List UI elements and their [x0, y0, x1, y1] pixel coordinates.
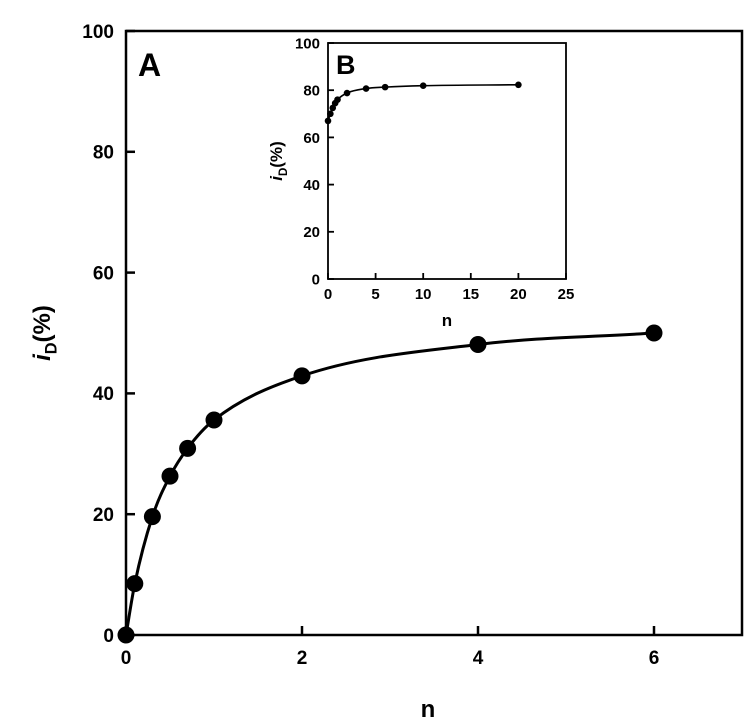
x-tick-label: 0: [324, 286, 332, 303]
data-point: [645, 324, 663, 342]
x-tick-label: 5: [371, 286, 379, 303]
y-tick-label: 60: [303, 130, 320, 147]
data-point: [205, 411, 223, 429]
x-tick-label: 25: [558, 286, 575, 303]
data-point: [381, 83, 389, 91]
y-axis-label-unit: (%): [267, 141, 286, 167]
data-point: [126, 575, 144, 593]
data-point: [161, 467, 179, 485]
data-point: [362, 85, 370, 92]
y-axis-label-subscript: D: [43, 342, 61, 354]
data-point: [293, 367, 311, 385]
y-tick-label: 0: [103, 626, 114, 647]
y-axis-label-subscript: D: [278, 168, 290, 176]
x-tick-label: 4: [473, 648, 484, 669]
panel-letter: B: [336, 50, 356, 80]
y-axis-label-symbol: i: [267, 175, 286, 181]
data-point: [143, 508, 161, 526]
y-axis-label-unit: (%): [29, 305, 56, 342]
y-tick-label: 100: [295, 35, 320, 52]
data-point: [469, 335, 487, 353]
y-axis-label-symbol: i: [29, 353, 56, 361]
x-tick-label: 20: [510, 286, 527, 303]
y-tick-label: 20: [303, 224, 320, 241]
y-tick-label: 100: [82, 22, 114, 43]
data-point: [327, 110, 334, 118]
y-tick-label: 80: [93, 143, 114, 164]
y-tick-label: 60: [93, 263, 114, 284]
x-axis-label: n: [421, 696, 436, 723]
data-point: [334, 96, 341, 103]
x-axis-label: n: [442, 311, 452, 330]
y-axis-label: iD(%): [29, 305, 61, 361]
data-point: [515, 81, 522, 89]
data-point: [117, 626, 135, 644]
data-point: [324, 117, 332, 125]
y-tick-label: 0: [312, 271, 320, 288]
x-tick-label: 2: [297, 648, 308, 669]
x-tick-label: 6: [649, 648, 660, 669]
x-tick-label: 15: [462, 286, 479, 303]
x-tick-label: 0: [121, 648, 132, 669]
data-point: [179, 439, 197, 457]
y-tick-label: 40: [93, 384, 114, 405]
data-point: [419, 82, 427, 90]
panel-b-inset: 0 5 10 15 20 25 0 20 40 60 80 100 n iD(%) B: [267, 35, 574, 330]
y-axis-label: iD(%): [267, 141, 290, 181]
x-tick-label: 10: [415, 286, 432, 303]
y-tick-label: 20: [93, 505, 114, 526]
panel-letter: A: [138, 47, 161, 83]
plot-frame: [327, 42, 567, 280]
y-tick-label: 40: [303, 177, 320, 194]
y-tick-label: 80: [303, 83, 320, 100]
data-point: [343, 89, 351, 97]
